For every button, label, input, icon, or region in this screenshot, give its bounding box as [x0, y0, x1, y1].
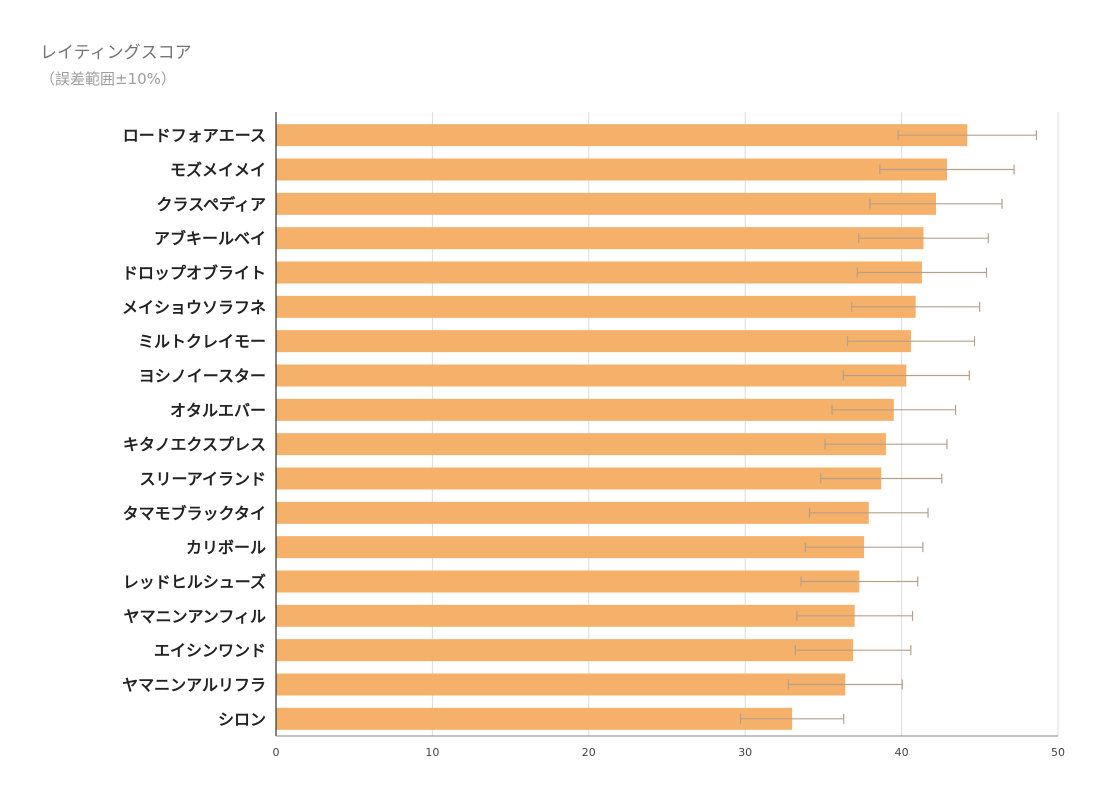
category-label: キタノエクスプレス — [123, 435, 266, 454]
x-tick-label: 20 — [582, 746, 596, 759]
bar — [276, 501, 869, 524]
bar — [276, 330, 911, 353]
category-label: シロン — [218, 710, 266, 729]
category-label: レッドヒルシューズ — [123, 573, 266, 592]
category-label: ヤマニンアルリフラ — [122, 676, 266, 695]
x-tick-label: 0 — [273, 746, 280, 759]
bar — [276, 604, 855, 627]
category-label: タマモブラックタイ — [123, 504, 266, 523]
chart-subtitle: （誤差範囲±10%） — [40, 70, 176, 88]
bar — [276, 158, 947, 181]
chart-title: レイティングスコア — [40, 43, 192, 63]
category-label: クラスペディア — [157, 195, 266, 214]
bar — [276, 707, 793, 730]
category-label: エイシンワンド — [154, 641, 266, 660]
bar — [276, 261, 922, 284]
category-label: ヨシノイースター — [139, 367, 266, 386]
bar — [276, 124, 968, 147]
bar — [276, 536, 865, 559]
category-label: ロードフォアエース — [123, 126, 266, 145]
category-label: ミルトクレイモー — [138, 332, 266, 351]
axis-layer — [275, 112, 1058, 737]
category-label: スリーアイランド — [139, 470, 266, 489]
category-label: ヤマニンアンフィル — [123, 607, 266, 626]
bar — [276, 398, 894, 421]
bar — [276, 673, 846, 696]
category-label: ドロップオブライト — [122, 264, 266, 283]
grid-layer — [431, 112, 1059, 736]
x-tick-label: 30 — [738, 746, 752, 759]
category-label: アブキールベイ — [154, 229, 266, 248]
bar — [276, 192, 937, 215]
bar — [276, 570, 860, 593]
category-label: オタルエバー — [170, 401, 266, 420]
bar — [276, 364, 907, 387]
x-tick-label: 40 — [895, 746, 909, 759]
x-tick-label: 50 — [1051, 746, 1065, 759]
bar-layer — [276, 124, 968, 730]
category-label: モズメイメイ — [170, 161, 266, 180]
bar — [276, 227, 924, 250]
category-label: メイショウソラフネ — [122, 298, 266, 317]
bar — [276, 433, 886, 456]
x-tick-label: 10 — [425, 746, 439, 759]
category-label: カリボール — [186, 538, 266, 557]
bar — [276, 467, 882, 490]
label-layer: 0 10 20 30 40 50 ロードフォアエースモズメイメイクラスペディアアブキールベイ… — [122, 126, 1065, 759]
bar — [276, 639, 854, 662]
error-bar-layer — [739, 130, 1038, 724]
bar — [276, 295, 916, 318]
